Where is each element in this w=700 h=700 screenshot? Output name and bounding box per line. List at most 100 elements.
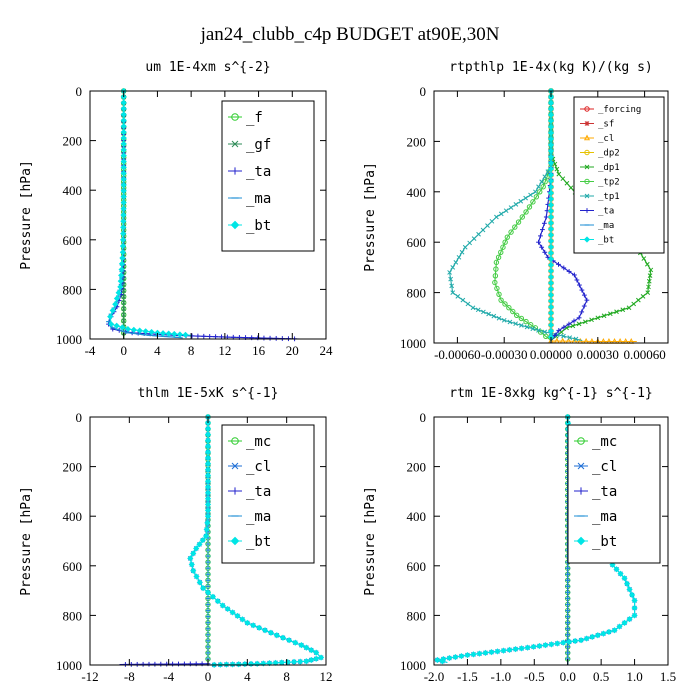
x-tick-label: 1.0: [626, 669, 642, 684]
x-tick-label: 0.00060: [623, 347, 665, 362]
y-tick-label: 0: [76, 410, 83, 425]
panel-title: um 1E-4xm s^{-2}: [145, 60, 270, 75]
x-tick-label: 4: [244, 669, 251, 684]
x-tick-label: 12: [218, 343, 231, 358]
x-tick-label: 16: [252, 343, 266, 358]
legend-label: _ma: [246, 191, 271, 207]
series-line-ta: [119, 663, 209, 666]
y-tick-label: 800: [407, 608, 427, 623]
legend-label: _ma: [592, 509, 617, 525]
legend-label: _ta: [592, 484, 617, 500]
legend-label: _ta: [598, 207, 614, 217]
legend-entry: _ma: [580, 221, 614, 231]
y-tick-label: 200: [63, 460, 83, 475]
chart-panel-2: rtpthlp 1E-4x(kg K)/(kg s) Pressure [hPa]…: [363, 60, 669, 362]
legend-label: _mc: [246, 434, 271, 450]
y-tick-label: 200: [63, 134, 83, 149]
panel-title: rtpthlp 1E-4x(kg K)/(kg s): [449, 60, 653, 75]
y-tick-label: 1000: [56, 332, 82, 347]
legend: _f _gf _ta _ma _bt: [221, 100, 315, 252]
x-tick-label: 4: [154, 343, 161, 358]
legend-label: _dp2: [598, 149, 620, 159]
legend-entry: _ta: [228, 484, 271, 500]
legend-entry: _ta: [580, 207, 614, 217]
legend-entry: _ma: [574, 509, 617, 525]
legend-entry: _gf: [228, 137, 271, 153]
legend-label: _ma: [246, 509, 271, 525]
series-markers-ta: [123, 661, 211, 667]
y-tick-label: 200: [407, 460, 427, 475]
x-tick-label: -0.00030: [481, 347, 528, 362]
figure-title: jan24_clubb_c4p BUDGET at90E,30N: [200, 24, 500, 45]
x-tick-label: 24: [320, 343, 334, 358]
legend: _mc _cl _ta _ma _bt: [567, 424, 661, 564]
x-tick-label: 0.00000: [530, 347, 572, 362]
y-tick-label: 1000: [400, 336, 426, 351]
legend-label: _ta: [246, 164, 271, 180]
y-tick-label: 400: [407, 185, 427, 200]
legend-entry: _dp1: [580, 163, 620, 173]
x-tick-label: 20: [286, 343, 299, 358]
panel-title: rtm 1E-8xkg kg^{-1} s^{-1}: [449, 386, 653, 401]
panel-title: thlm 1E-5xK s^{-1}: [138, 386, 279, 401]
legend-label: _tp1: [598, 192, 620, 202]
y-axis-label: Pressure [hPa]: [363, 486, 378, 596]
legend-entry: _ta: [574, 484, 617, 500]
legend-label: _ta: [246, 484, 271, 500]
x-tick-label: 8: [188, 343, 195, 358]
legend-entry: _dp2: [580, 149, 620, 159]
legend-entry: _bt: [228, 534, 271, 550]
legend-entry: _bt: [574, 534, 617, 550]
x-tick-label: -4: [85, 343, 96, 358]
x-axis: -4 0 4 8 12 16 20 24: [85, 91, 333, 358]
x-tick-label: -12: [81, 669, 98, 684]
x-tick-label: 0.5: [593, 669, 609, 684]
legend-label: _cl: [246, 459, 271, 475]
y-tick-label: 600: [407, 559, 427, 574]
y-tick-label: 800: [63, 282, 83, 297]
x-tick-label: 0: [120, 343, 127, 358]
legend-entry: _mc: [228, 434, 271, 450]
legend-entry: _mc: [574, 434, 617, 450]
y-tick-label: 0: [420, 410, 427, 425]
plot-frame: [433, 416, 669, 666]
legend-entry: _cl: [580, 134, 614, 144]
legend-entry: _ta: [228, 164, 271, 180]
y-axis: 0 200 400 600 800 1000: [56, 84, 326, 347]
chart-panel-1: um 1E-4xm s^{-2} Pressure [hPa] -4 0 4 8 12 16 2…: [19, 60, 333, 358]
legend-label: _cl: [592, 459, 617, 475]
x-tick-label: 0.0: [560, 669, 576, 684]
x-tick-label: -1.0: [491, 669, 512, 684]
legend-label: _bt: [592, 534, 617, 550]
legend-entry: _bt: [580, 236, 614, 246]
y-tick-label: 400: [63, 183, 83, 198]
y-axis-label: Pressure [hPa]: [19, 486, 34, 596]
legend-label: _mc: [592, 434, 617, 450]
series-markers-tp1: [447, 88, 579, 342]
x-tick-label: -2.0: [424, 669, 445, 684]
x-tick-label: 0.00030: [577, 347, 619, 362]
legend-entry: _ma: [228, 191, 271, 207]
legend-label: _ma: [598, 221, 614, 231]
y-tick-label: 0: [420, 84, 427, 99]
y-tick-label: 600: [63, 559, 83, 574]
legend-entry: _cl: [228, 459, 271, 475]
legend-entry: _tp2: [580, 178, 620, 188]
x-axis: -12 -8 -4 0 4 8 12: [81, 417, 333, 684]
y-tick-label: 1000: [400, 658, 426, 673]
y-tick-label: 800: [407, 286, 427, 301]
series-markers-bt: [187, 413, 325, 668]
legend-label: _gf: [246, 137, 271, 153]
x-axis: -2.0 -1.5 -1.0 -0.5 0.0 0.5 1.0 1.5: [424, 417, 676, 684]
y-tick-label: 600: [63, 233, 83, 248]
y-tick-label: 800: [63, 608, 83, 623]
legend-label: _bt: [246, 534, 271, 550]
legend-entry: _bt: [228, 218, 271, 234]
series-markers-bt: [547, 87, 555, 341]
legend: _mc _cl _ta _ma _bt: [221, 424, 315, 564]
y-axis-label: Pressure [hPa]: [363, 162, 378, 272]
x-tick-label: 0: [205, 669, 212, 684]
y-axis: 0 200 400 600 800 1000: [400, 84, 668, 351]
legend-entry: _ma: [228, 509, 271, 525]
